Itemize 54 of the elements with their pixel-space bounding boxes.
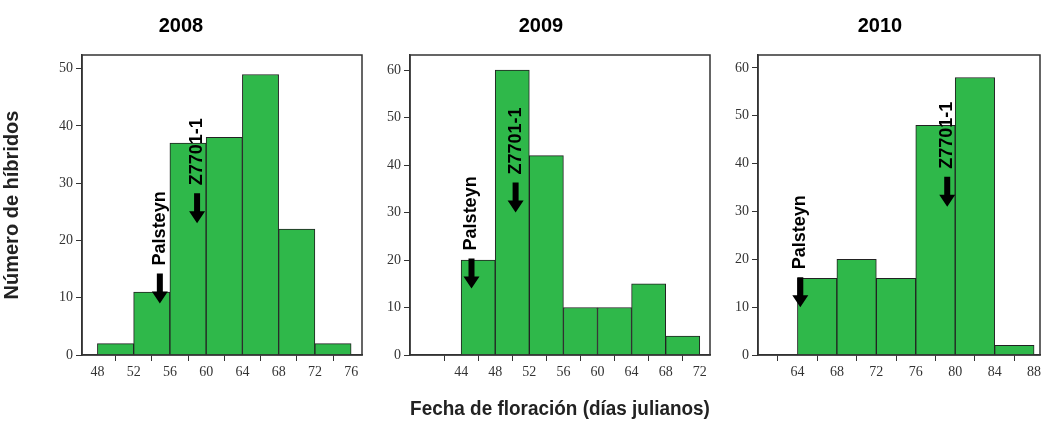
annotation: Z7701-1 <box>936 101 957 169</box>
annotation: Z7701-1 <box>186 118 207 186</box>
annotation: Palsteyn <box>460 176 481 251</box>
x-tick-label: 48 <box>90 364 105 380</box>
x-tick-label: 80 <box>948 364 963 380</box>
chart-title: 2008 <box>158 13 204 36</box>
y-tick-label: 20 <box>735 250 749 266</box>
y-tick-label: 30 <box>387 204 401 220</box>
y-tick-label: 0 <box>742 346 749 362</box>
x-tick-label: 72 <box>307 364 322 380</box>
x-tick-label: 88 <box>1027 364 1042 380</box>
x-tick-label: 84 <box>987 364 1002 380</box>
y-tick-label: 30 <box>59 174 73 190</box>
chart-title: 2009 <box>518 13 564 36</box>
x-tick-label: 76 <box>344 364 359 380</box>
x-tick-label: 48 <box>488 364 503 380</box>
x-axis-title: Fecha de floración (días julianos) <box>410 396 710 419</box>
x-tick-label: 64 <box>235 364 250 380</box>
chart-title: 2010 <box>857 13 903 36</box>
x-tick-label: 64 <box>624 364 639 380</box>
annotation: Z7701-1 <box>504 107 525 175</box>
annotation: Palsteyn <box>148 191 169 266</box>
x-tick-label: 68 <box>271 364 286 380</box>
y-tick-label: 10 <box>735 298 749 314</box>
x-tick-label: 52 <box>126 364 141 380</box>
y-tick-label: 50 <box>387 109 401 125</box>
x-tick-label: 44 <box>454 364 469 380</box>
y-axis-title: Número de híbridos <box>0 110 22 300</box>
x-tick-label: 52 <box>522 364 537 380</box>
y-tick-label: 0 <box>66 346 73 362</box>
y-tick-label: 40 <box>59 117 73 133</box>
y-tick-label: 50 <box>59 60 73 76</box>
x-tick-label: 60 <box>199 364 214 380</box>
y-tick-label: 0 <box>394 346 401 362</box>
y-tick-label: 30 <box>735 203 749 219</box>
x-tick-label: 56 <box>162 364 177 380</box>
y-tick-label: 60 <box>387 61 401 77</box>
y-tick-label: 50 <box>735 107 749 123</box>
y-tick-label: 40 <box>387 156 401 172</box>
x-tick-label: 64 <box>790 364 805 380</box>
y-tick-label: 20 <box>59 232 73 248</box>
x-tick-label: 60 <box>590 364 605 380</box>
x-tick-label: 68 <box>829 364 844 380</box>
x-tick-label: 68 <box>658 364 673 380</box>
x-tick-label: 72 <box>869 364 884 380</box>
annotation: Palsteyn <box>789 195 810 270</box>
y-tick-label: 10 <box>387 299 401 315</box>
y-tick-label: 60 <box>735 59 749 75</box>
y-tick-label: 20 <box>387 251 401 267</box>
x-tick-label: 72 <box>692 364 707 380</box>
x-tick-label: 76 <box>908 364 923 380</box>
y-tick-label: 40 <box>735 155 749 171</box>
y-tick-label: 10 <box>59 289 73 305</box>
x-tick-label: 56 <box>556 364 571 380</box>
